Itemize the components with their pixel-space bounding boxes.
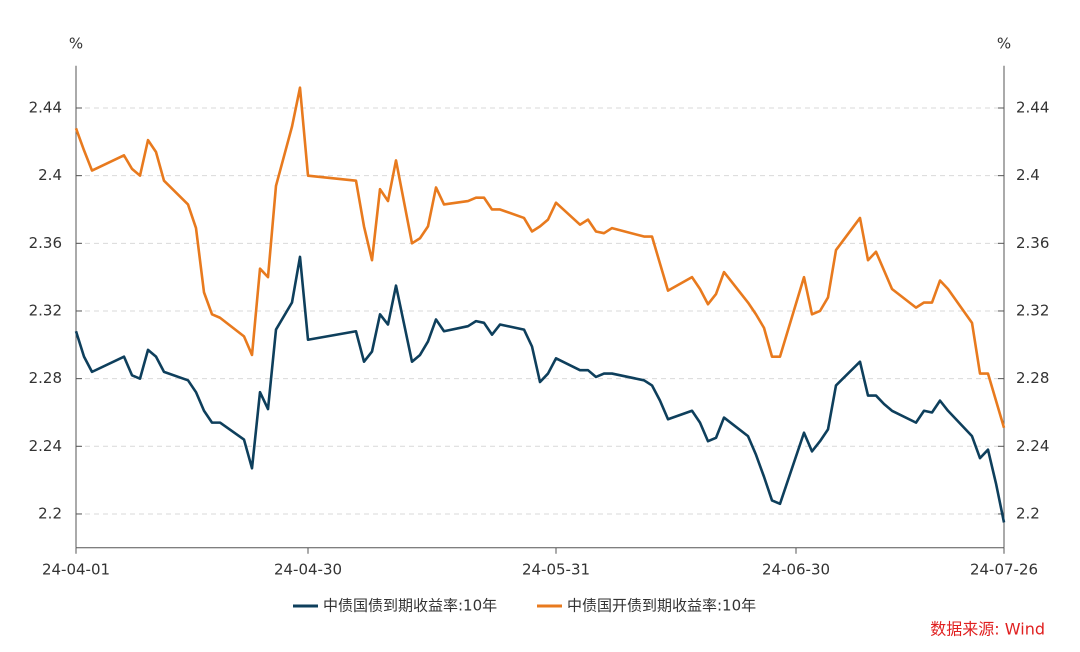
y2-unit: %	[997, 35, 1011, 53]
series-line	[74, 255, 1006, 523]
y-tick-label: 2.2	[38, 504, 62, 522]
legend-label: 中债国开债到期收益率:10年	[567, 597, 756, 615]
y2-tick-label: 2.36	[1016, 234, 1049, 252]
y2-tick-label: 2.44	[1016, 98, 1049, 116]
y-tick-label: 2.36	[29, 234, 62, 252]
y-tick-label: 2.4	[38, 166, 62, 184]
y2-tick-label: 2.2	[1016, 504, 1040, 522]
x-tick-label: 24-04-01	[42, 560, 110, 578]
y-tick-label: 2.28	[29, 369, 62, 387]
y-unit: %	[69, 35, 83, 53]
x-tick-label: 24-04-30	[274, 560, 342, 578]
y-tick-label: 2.32	[29, 301, 62, 319]
x-tick-label: 24-07-26	[970, 560, 1038, 578]
series-line	[74, 86, 1006, 429]
y-tick-label: 2.44	[29, 98, 62, 116]
x-tick-label: 24-06-30	[762, 560, 830, 578]
y2-tick-label: 2.32	[1016, 301, 1049, 319]
y2-tick-label: 2.24	[1016, 437, 1049, 455]
source-note: 数据来源: Wind	[930, 620, 1045, 639]
x-tick-label: 24-05-31	[522, 560, 590, 578]
y2-tick-label: 2.28	[1016, 369, 1049, 387]
legend-label: 中债国债到期收益率:10年	[323, 597, 497, 615]
y-tick-label: 2.24	[29, 437, 62, 455]
y2-tick-label: 2.4	[1016, 166, 1040, 184]
